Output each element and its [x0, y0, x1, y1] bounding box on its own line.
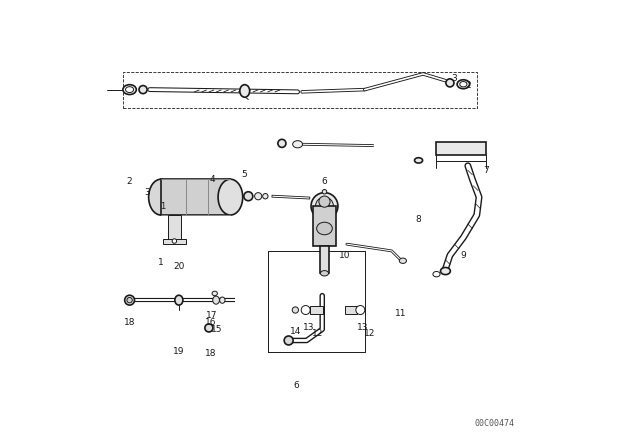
Ellipse shape: [212, 291, 218, 296]
Ellipse shape: [240, 85, 250, 97]
Ellipse shape: [220, 297, 225, 303]
Text: 9: 9: [461, 251, 466, 260]
Circle shape: [356, 306, 365, 314]
Text: 2: 2: [465, 81, 470, 90]
Text: 4: 4: [210, 175, 215, 184]
Ellipse shape: [457, 80, 470, 89]
Ellipse shape: [148, 179, 173, 215]
Bar: [320, 246, 329, 273]
Text: 14: 14: [290, 327, 301, 336]
Ellipse shape: [125, 87, 134, 92]
Ellipse shape: [127, 297, 132, 303]
Bar: [314, 206, 336, 246]
Ellipse shape: [218, 179, 243, 215]
Ellipse shape: [255, 193, 262, 200]
Text: 18: 18: [205, 349, 216, 358]
Ellipse shape: [319, 196, 330, 207]
Ellipse shape: [262, 194, 268, 199]
Text: 19: 19: [173, 347, 184, 356]
Text: 16: 16: [205, 318, 216, 327]
Ellipse shape: [321, 271, 328, 276]
Ellipse shape: [317, 222, 332, 235]
Ellipse shape: [175, 295, 183, 305]
Text: 6: 6: [294, 381, 300, 390]
Ellipse shape: [323, 190, 327, 194]
Text: 00C00474: 00C00474: [475, 419, 515, 428]
Text: 12: 12: [364, 329, 375, 338]
Circle shape: [172, 239, 177, 243]
Bar: [310, 306, 323, 314]
Text: 13: 13: [357, 323, 368, 332]
Text: 8: 8: [416, 215, 421, 224]
Text: 2: 2: [127, 177, 132, 186]
Text: 20: 20: [173, 262, 184, 271]
Ellipse shape: [316, 197, 333, 215]
Ellipse shape: [311, 193, 338, 220]
Ellipse shape: [139, 86, 147, 94]
Text: 12: 12: [312, 329, 323, 338]
Text: 18: 18: [124, 318, 135, 327]
Ellipse shape: [446, 79, 454, 87]
Ellipse shape: [433, 271, 440, 277]
Ellipse shape: [244, 192, 253, 201]
Text: 13: 13: [303, 323, 314, 332]
Text: 1: 1: [158, 258, 164, 267]
Text: 7: 7: [483, 166, 488, 175]
Ellipse shape: [123, 85, 136, 95]
Circle shape: [301, 306, 310, 314]
Text: 1: 1: [161, 202, 166, 211]
Ellipse shape: [460, 82, 467, 87]
Ellipse shape: [284, 336, 293, 345]
Text: 11: 11: [395, 309, 406, 318]
Text: 15: 15: [211, 325, 223, 334]
Text: 17: 17: [206, 311, 218, 320]
Ellipse shape: [292, 307, 298, 313]
Ellipse shape: [440, 267, 451, 275]
Text: 10: 10: [339, 251, 350, 260]
Text: 6: 6: [322, 177, 327, 186]
Ellipse shape: [125, 295, 134, 305]
Bar: [163, 239, 186, 244]
Bar: [436, 142, 486, 155]
Bar: [161, 179, 230, 215]
Ellipse shape: [292, 141, 303, 148]
Ellipse shape: [212, 296, 220, 304]
Text: 3: 3: [145, 188, 150, 197]
Text: 3: 3: [452, 74, 457, 83]
Text: 5: 5: [241, 170, 246, 179]
Bar: [168, 215, 181, 240]
Ellipse shape: [278, 139, 286, 147]
Ellipse shape: [415, 158, 422, 163]
Ellipse shape: [205, 324, 213, 332]
Ellipse shape: [399, 258, 406, 263]
Bar: [345, 306, 357, 314]
